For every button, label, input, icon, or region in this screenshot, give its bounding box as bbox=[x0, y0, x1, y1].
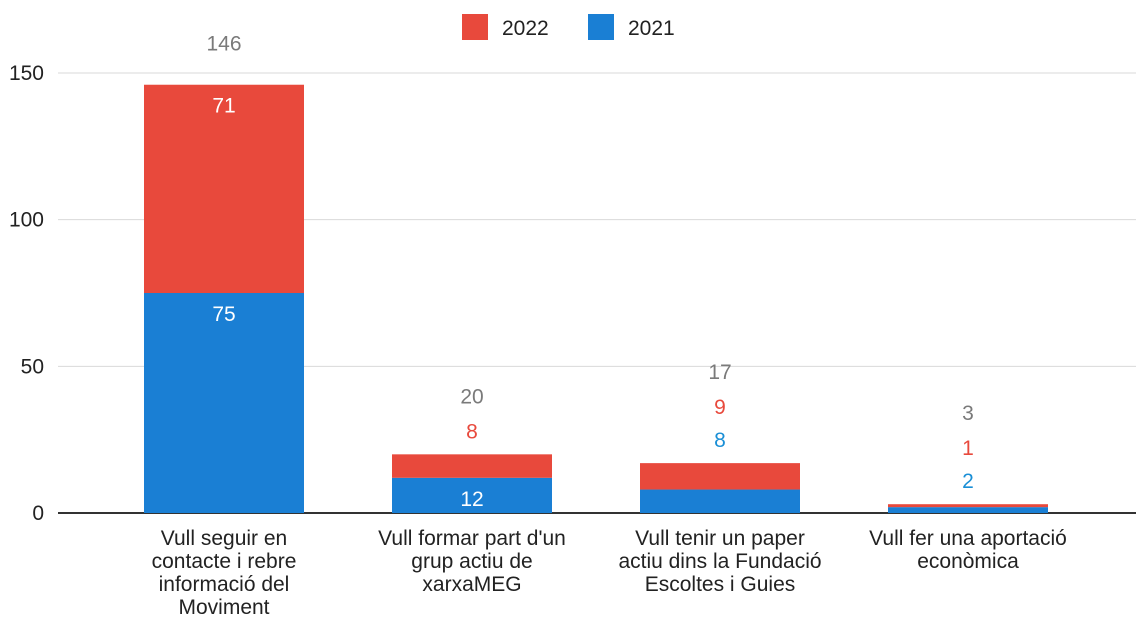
bar-2021 bbox=[144, 293, 304, 513]
data-label-2021: 8 bbox=[714, 429, 726, 452]
data-label-2021: 2 bbox=[962, 470, 974, 493]
legend-swatch-2021 bbox=[588, 14, 614, 40]
category-label: Vull tenir un paper actiu dins la Fundaci… bbox=[618, 527, 821, 596]
y-tick-label: 50 bbox=[21, 355, 44, 378]
y-tick-label: 100 bbox=[9, 209, 44, 232]
data-label-total: 146 bbox=[206, 33, 241, 56]
category-label-line: actiu dins la Fundació bbox=[618, 550, 821, 573]
category-label-line: informació del bbox=[159, 573, 290, 596]
y-tick-label: 150 bbox=[9, 62, 44, 85]
bar-2021 bbox=[392, 477, 552, 513]
data-labels: 146 71 75 8 20 12 8 9 17 2 1 3 bbox=[206, 33, 973, 511]
category-label: Vull fer una aportació econòmica bbox=[869, 527, 1067, 573]
category-label-line: Vull tenir un paper bbox=[635, 527, 805, 550]
category-label-line: econòmica bbox=[917, 550, 1019, 573]
bar-2022 bbox=[144, 84, 304, 293]
bars bbox=[144, 84, 1048, 513]
bar-2022 bbox=[640, 463, 800, 490]
data-label-2022: 8 bbox=[466, 420, 478, 443]
legend: 2022 2021 bbox=[462, 14, 675, 40]
category-label-line: Vull formar part d'un bbox=[378, 527, 566, 550]
category-label: Vull seguir en contacte i rebre informació… bbox=[152, 527, 297, 618]
data-label-2022: 9 bbox=[714, 396, 726, 419]
y-tick-label: 0 bbox=[32, 502, 44, 525]
category-label-line: Moviment bbox=[178, 596, 269, 618]
category-label-line: xarxaMEG bbox=[422, 573, 521, 596]
data-label-2022: 71 bbox=[212, 95, 235, 118]
data-label-total: 3 bbox=[962, 402, 974, 425]
data-label-total: 17 bbox=[708, 361, 731, 384]
category-label-line: Vull fer una aportació bbox=[869, 527, 1067, 550]
category-label-line: contacte i rebre bbox=[152, 550, 297, 573]
data-label-total: 20 bbox=[460, 385, 483, 408]
legend-label-2022: 2022 bbox=[502, 17, 549, 40]
data-label-2022: 1 bbox=[962, 437, 974, 460]
category-label-line: grup actiu de bbox=[411, 550, 532, 573]
category-label-line: Escoltes i Guies bbox=[645, 573, 796, 596]
x-axis-labels: Vull seguir en contacte i rebre informació… bbox=[152, 527, 1067, 618]
category-label: Vull formar part d'un grup actiu de xarxaM… bbox=[378, 527, 566, 596]
bar-2022 bbox=[392, 454, 552, 478]
legend-label-2021: 2021 bbox=[628, 17, 675, 40]
bar-2021 bbox=[888, 507, 1048, 513]
bar-2021 bbox=[640, 489, 800, 513]
bar-2022 bbox=[888, 504, 1048, 508]
data-label-2021: 12 bbox=[460, 488, 483, 511]
category-label-line: Vull seguir en bbox=[161, 527, 287, 550]
data-label-2021: 75 bbox=[212, 303, 235, 326]
legend-swatch-2022 bbox=[462, 14, 488, 40]
